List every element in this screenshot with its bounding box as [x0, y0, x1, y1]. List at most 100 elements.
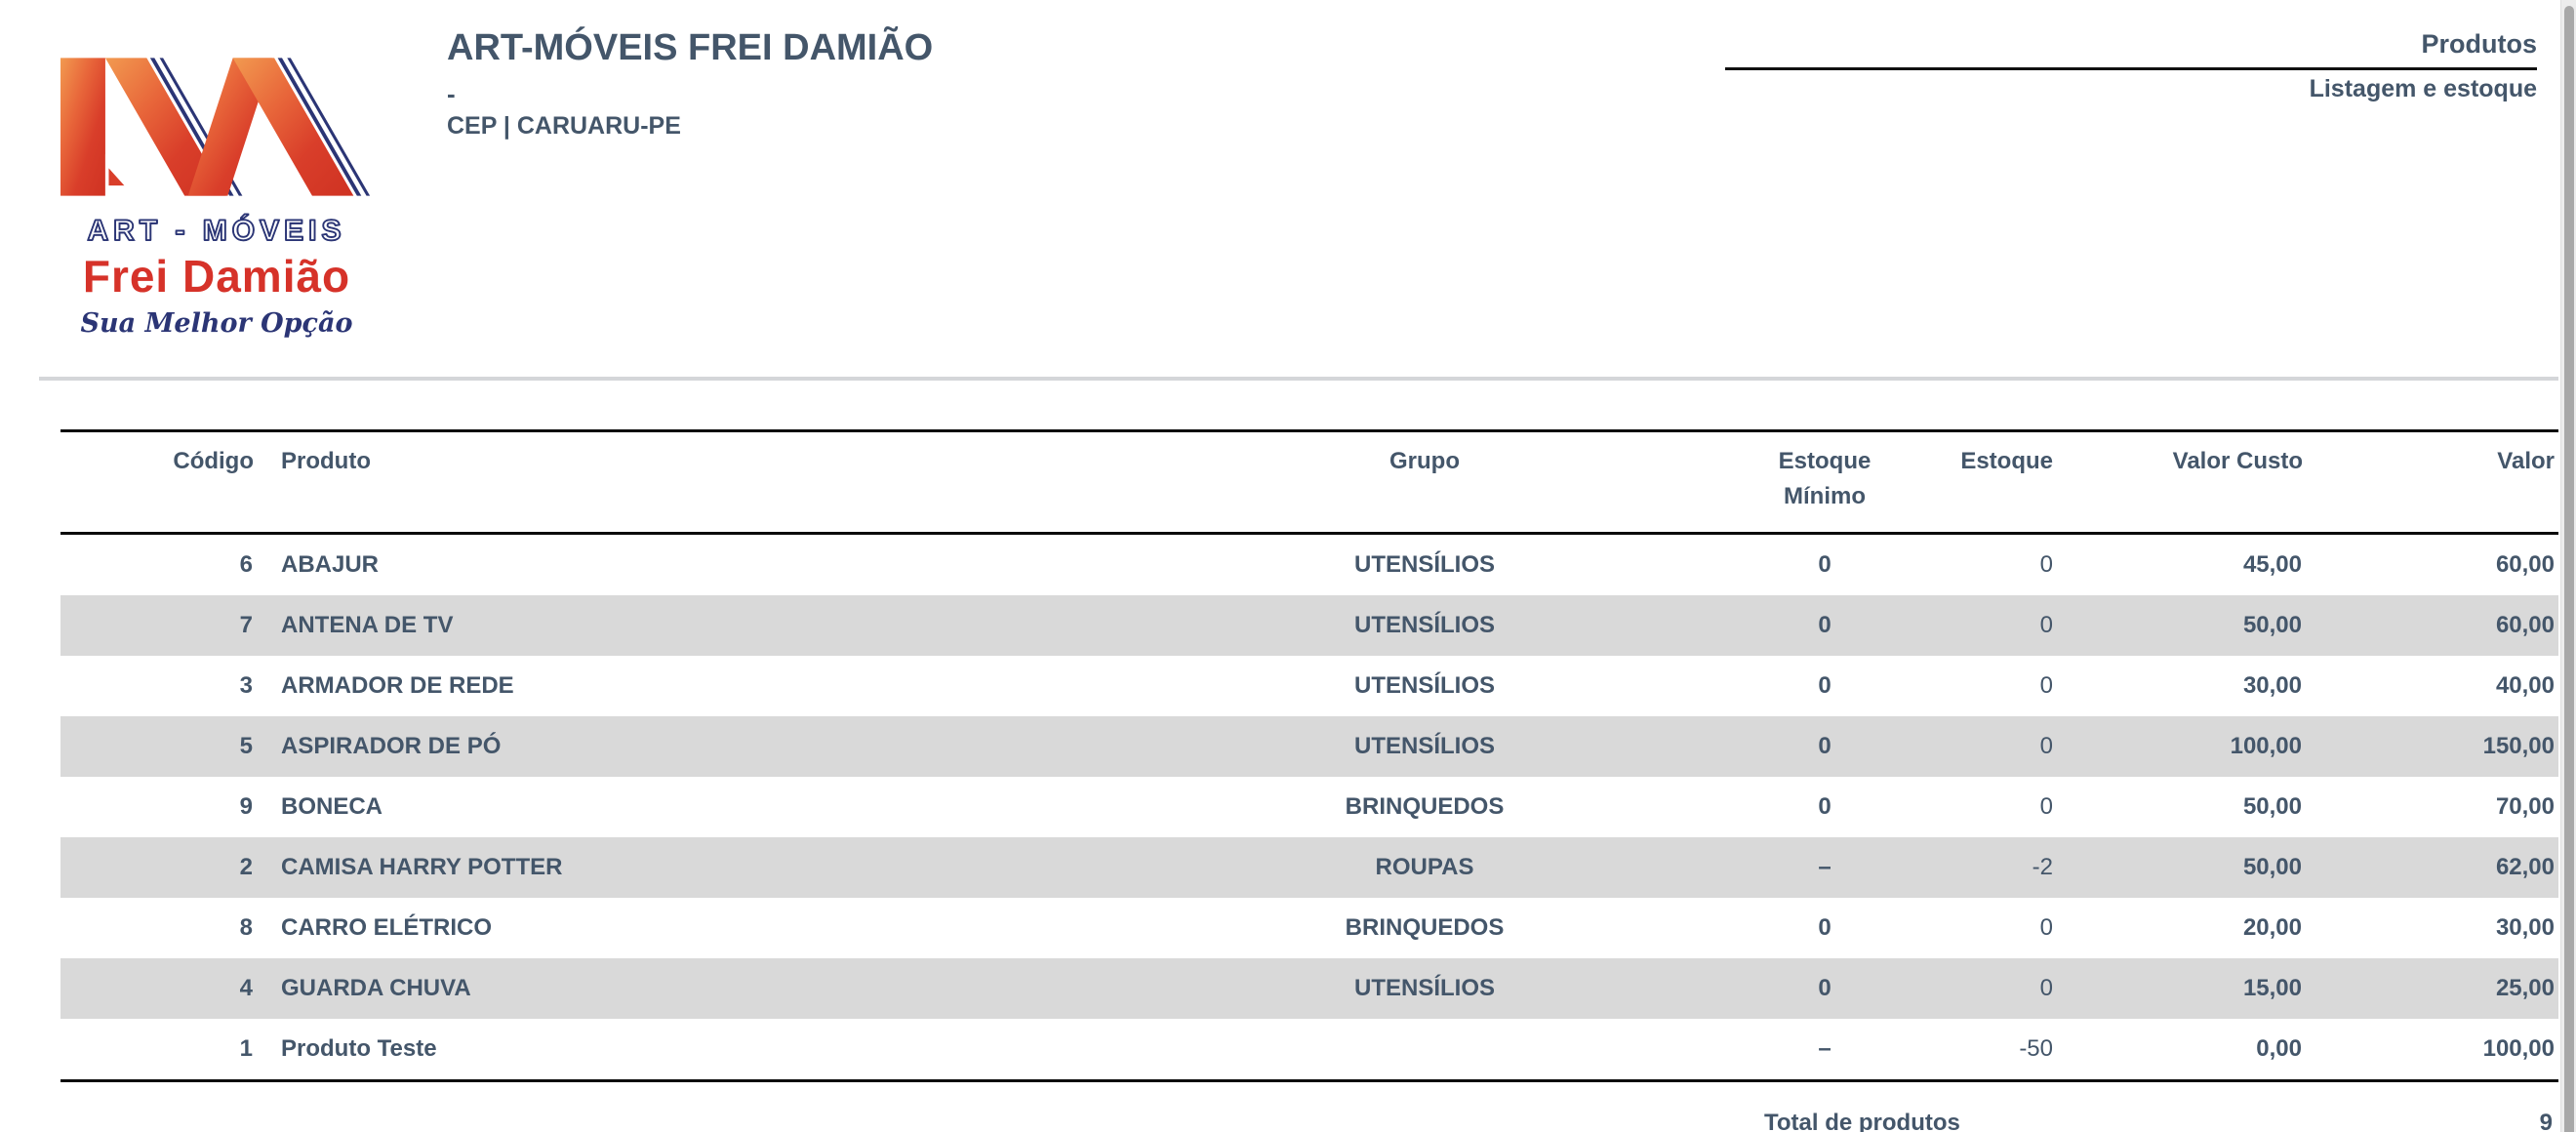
cell-valor: 30,00 — [2495, 914, 2555, 941]
cell-estoque: -2 — [2032, 854, 2053, 880]
cell-estoque-minimo: – — [1698, 1019, 1952, 1082]
scrollbar-thumb[interactable] — [2564, 6, 2574, 1132]
cell-valor-custo: 0,00 — [2059, 1019, 2303, 1082]
cell-estoque-minimo: – — [1818, 854, 1831, 880]
header-produto: Produto — [254, 430, 1151, 535]
table-row: 7 ANTENA DE TV UTENSÍLIOS 0 0 50,00 60,00 — [60, 595, 2558, 656]
cell-grupo: UTENSÍLIOS — [1353, 975, 1495, 1001]
table-row: 4 GUARDA CHUVA UTENSÍLIOS 0 0 15,00 25,00 — [60, 958, 2558, 1019]
cell-codigo: 9 — [239, 793, 253, 820]
cell-produto: CARRO ELÉTRICO — [281, 914, 492, 941]
cell-valor-custo: 50,00 — [2242, 854, 2302, 880]
table-row: 2 CAMISA HARRY POTTER ROUPAS – -2 50,00 62,00 — [60, 837, 2558, 898]
cell-valor-custo: 30,00 — [2242, 672, 2302, 699]
cell-estoque: -50 — [1952, 1019, 2059, 1082]
cell-valor-custo: 50,00 — [2242, 612, 2302, 638]
cell-estoque: 0 — [2039, 975, 2053, 1001]
cell-produto: ANTENA DE TV — [281, 612, 454, 638]
report-title: Produtos — [1725, 29, 2537, 70]
logo-text-art-moveis: ART - MÓVEIS — [87, 214, 346, 248]
cell-grupo — [1151, 1019, 1698, 1082]
header-estoque: Estoque — [1952, 430, 2059, 535]
logo-tagline: Sua Melhor Opção — [80, 308, 353, 339]
cell-estoque-minimo: 0 — [1818, 975, 1831, 1001]
cell-estoque-minimo: 0 — [1818, 551, 1831, 578]
cell-grupo: BRINQUEDOS — [1345, 793, 1505, 820]
cell-valor: 60,00 — [2495, 612, 2555, 638]
header-divider — [39, 377, 2558, 381]
company-name: ART-MÓVEIS FREI DAMIÃO — [447, 27, 934, 68]
header-grupo: Grupo — [1151, 430, 1698, 535]
cell-estoque: 0 — [2039, 793, 2053, 820]
cell-produto: Produto Teste — [254, 1019, 1151, 1082]
cell-valor-custo: 20,00 — [2242, 914, 2302, 941]
total-products-value: 9 — [2539, 1110, 2553, 1132]
cell-codigo: 5 — [239, 733, 253, 759]
header-valor: Valor — [2303, 430, 2558, 535]
report-subtitle: Listagem e estoque — [2309, 75, 2537, 102]
company-logo: ART - MÓVEIS Frei Damião Sua Melhor Opçã… — [60, 47, 373, 339]
table-row: 9 BONECA BRINQUEDOS 0 0 50,00 70,00 — [60, 777, 2558, 837]
table-row: 8 CARRO ELÉTRICO BRINQUEDOS 0 0 20,00 30,00 — [60, 898, 2558, 958]
cell-estoque-minimo: 0 — [1818, 914, 1831, 941]
cell-codigo: 3 — [239, 672, 253, 699]
cell-grupo: ROUPAS — [1375, 854, 1474, 880]
cell-codigo: 2 — [239, 854, 253, 880]
cell-grupo: UTENSÍLIOS — [1353, 672, 1495, 699]
cell-produto: GUARDA CHUVA — [281, 975, 471, 1001]
cell-produto: ASPIRADOR DE PÓ — [281, 733, 502, 759]
cell-codigo: 8 — [239, 914, 253, 941]
cell-estoque: 0 — [2039, 551, 2053, 578]
cell-valor-custo: 45,00 — [2242, 551, 2302, 578]
cell-valor: 150,00 — [2482, 733, 2555, 759]
table-row: 3 ARMADOR DE REDE UTENSÍLIOS 0 0 30,00 40,00 — [60, 656, 2558, 716]
cell-grupo: BRINQUEDOS — [1345, 914, 1505, 941]
cell-estoque-minimo: 0 — [1818, 672, 1831, 699]
cell-estoque: 0 — [2039, 733, 2053, 759]
cell-valor-custo: 15,00 — [2242, 975, 2302, 1001]
table-row: 1 Produto Teste – -50 0,00 100,00 — [60, 1019, 2558, 1082]
cell-estoque: 0 — [2039, 612, 2053, 638]
cell-valor: 100,00 — [2303, 1019, 2558, 1082]
products-table: Código Produto Grupo Estoque Mínimo Esto… — [60, 429, 2558, 1082]
cell-grupo: UTENSÍLIOS — [1353, 733, 1495, 759]
cell-estoque-minimo: 0 — [1818, 612, 1831, 638]
products-table-container: Código Produto Grupo Estoque Mínimo Esto… — [60, 429, 2558, 1082]
cell-valor: 25,00 — [2495, 975, 2555, 1001]
header-valor-custo: Valor Custo — [2059, 430, 2303, 535]
header-estoque-minimo: Estoque Mínimo — [1698, 430, 1952, 535]
total-products-label: Total de produtos — [1764, 1110, 1960, 1132]
cell-codigo: 7 — [239, 612, 253, 638]
cell-codigo: 1 — [60, 1019, 254, 1082]
header-codigo: Código — [60, 430, 254, 535]
cell-produto: CAMISA HARRY POTTER — [281, 854, 563, 880]
cell-codigo: 4 — [239, 975, 253, 1001]
logo-text-frei-damiao: Frei Damião — [82, 251, 351, 302]
cell-produto: BONECA — [281, 793, 383, 820]
cell-valor: 62,00 — [2495, 854, 2555, 880]
cell-valor: 70,00 — [2495, 793, 2555, 820]
vertical-scrollbar[interactable] — [2560, 0, 2576, 1132]
cell-valor-custo: 50,00 — [2242, 793, 2302, 820]
report-header: Produtos Listagem e estoque — [1725, 29, 2537, 103]
cell-estoque: 0 — [2039, 672, 2053, 699]
cell-produto: ABAJUR — [281, 551, 380, 578]
cell-codigo: 6 — [239, 551, 253, 578]
table-row: 5 ASPIRADOR DE PÓ UTENSÍLIOS 0 0 100,00 150,00 — [60, 716, 2558, 777]
cell-estoque-minimo: 0 — [1818, 733, 1831, 759]
table-row: 6 ABAJUR UTENSÍLIOS 0 0 45,00 60,00 — [60, 534, 2558, 596]
cell-valor-custo: 100,00 — [2230, 733, 2302, 759]
company-address: CEP | CARUARU-PE — [447, 112, 681, 140]
cell-produto: ARMADOR DE REDE — [281, 672, 514, 699]
table-header-row: Código Produto Grupo Estoque Mínimo Esto… — [60, 430, 2558, 535]
cell-valor: 40,00 — [2495, 672, 2555, 699]
table-body: 6 ABAJUR UTENSÍLIOS 0 0 45,00 60,00 7 ANTENA DE … — [60, 534, 2558, 1082]
cell-grupo: UTENSÍLIOS — [1353, 612, 1495, 638]
company-dash: - — [447, 79, 456, 108]
cell-estoque-minimo: 0 — [1818, 793, 1831, 820]
cell-valor: 60,00 — [2495, 551, 2555, 578]
logo-monogram-am-icon — [60, 58, 371, 196]
cell-grupo: UTENSÍLIOS — [1353, 551, 1495, 578]
cell-estoque: 0 — [2039, 914, 2053, 941]
